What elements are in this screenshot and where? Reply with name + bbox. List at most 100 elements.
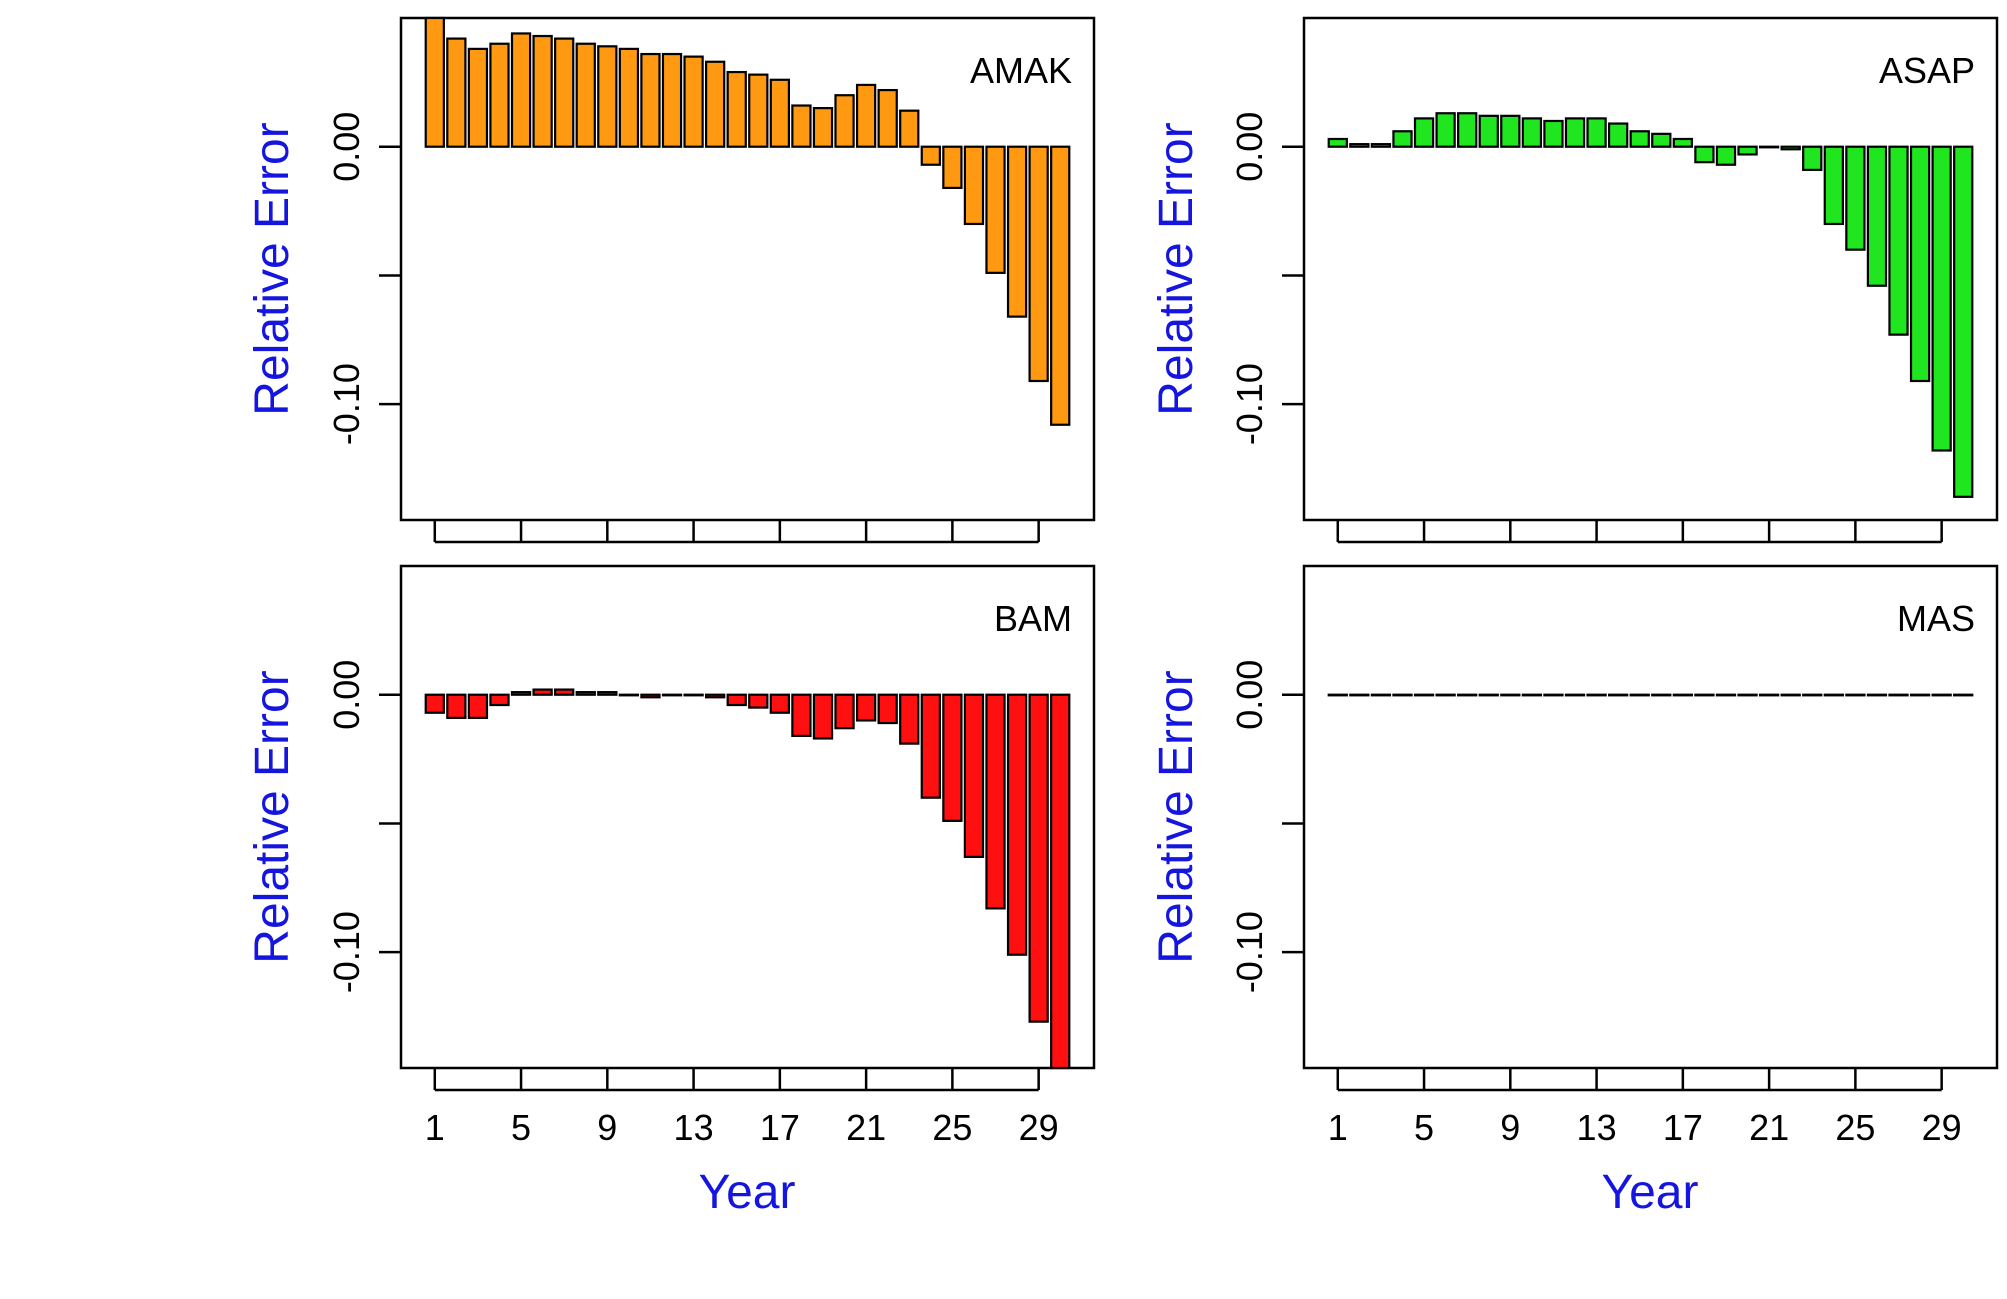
bar-year-9 (597, 691, 618, 696)
bar-year-17 (1672, 693, 1694, 697)
bar-year-26 (1866, 145, 1888, 287)
bar-year-16 (1651, 132, 1672, 148)
bar-year-4 (489, 42, 510, 148)
x-tick-label: 5 (1414, 1107, 1434, 1148)
panel-mas: 0.00 -0.10 1 5 9 13 17 21 25 29 MAS Relative Err… (1150, 564, 1999, 1219)
bar-year-19 (1715, 693, 1737, 697)
bar-year-7 (1457, 693, 1478, 697)
bar-year-4 (1392, 693, 1413, 697)
bar-year-27 (1888, 693, 1909, 697)
x-tick-label: 1 (425, 1107, 445, 1148)
bar-year-2 (446, 693, 467, 719)
bar-year-10 (618, 47, 640, 148)
bar-year-24 (920, 693, 941, 799)
bar-year-15 (1629, 693, 1650, 697)
bar-year-6 (1435, 693, 1456, 697)
bar-year-20 (834, 693, 855, 730)
y-axis-label: Relative Error (246, 670, 299, 963)
bar-year-21 (855, 693, 877, 722)
bar-year-11 (1543, 119, 1564, 148)
bar-year-4 (489, 693, 510, 707)
bar-year-17 (769, 78, 791, 148)
bar-year-22 (877, 88, 898, 148)
bar-year-3 (1370, 693, 1392, 697)
x-axis (433, 520, 1040, 544)
bar-year-13 (683, 55, 704, 148)
bar-year-4 (1392, 130, 1413, 148)
bar-year-10 (618, 693, 640, 697)
x-tick-label: 1 (1328, 1107, 1348, 1148)
bar-year-8 (575, 691, 596, 696)
bar-year-15 (726, 70, 747, 148)
bar-year-26 (963, 145, 985, 226)
bar-year-27 (1888, 145, 1909, 336)
bar-year-7 (1457, 112, 1478, 148)
bar-year-17 (769, 693, 791, 714)
x-tick-label: 13 (674, 1107, 714, 1148)
bar-year-30 (1050, 693, 1071, 1070)
x-tick-label: 17 (760, 1107, 800, 1148)
bar-year-20 (834, 94, 855, 148)
bar-year-23 (1802, 693, 1823, 697)
x-tick-label: 25 (1835, 1107, 1875, 1148)
bar-year-8 (575, 42, 596, 148)
x-tick-label: 29 (1922, 1107, 1962, 1148)
y-tick-label: -0.10 (1229, 911, 1270, 993)
bar-year-30 (1953, 145, 1974, 498)
bar-year-11 (640, 52, 661, 148)
bar-year-24 (1823, 693, 1844, 697)
bar-year-29 (1028, 693, 1049, 1023)
bar-year-26 (1866, 693, 1888, 697)
bar-year-22 (877, 693, 898, 725)
x-axis: 1 5 9 13 17 21 25 29 (425, 1068, 1059, 1148)
bar-year-11 (1543, 693, 1564, 697)
bar-year-28 (1909, 693, 1931, 697)
y-axis: 0.00 -0.10 (326, 112, 401, 445)
bar-year-3 (467, 47, 489, 148)
bar-year-1 (1327, 137, 1348, 148)
bar-year-20 (1737, 145, 1758, 156)
bar-year-10 (1521, 693, 1543, 697)
bar-year-13 (1586, 693, 1607, 697)
bar-year-2 (1349, 693, 1370, 697)
bar-year-21 (1758, 693, 1780, 697)
plot-frame (399, 16, 1096, 522)
bar-year-28 (1909, 145, 1931, 383)
bar-year-8 (1478, 693, 1499, 697)
bar-year-29 (1931, 693, 1952, 697)
bar-year-7 (554, 37, 575, 148)
bar-year-23 (899, 693, 920, 745)
bar-year-6 (532, 688, 553, 696)
bar-year-18 (1694, 145, 1715, 164)
bar-year-1 (424, 16, 445, 148)
panel-label: MAS (1897, 598, 1975, 639)
plot-frame (1302, 564, 1999, 1070)
y-tick-label: 0.00 (326, 112, 367, 182)
bar-year-30 (1050, 145, 1071, 426)
bar-year-14 (1607, 693, 1629, 697)
bar-year-25 (1845, 693, 1866, 697)
y-tick-label: 0.00 (1229, 112, 1270, 182)
bar-year-23 (899, 109, 920, 148)
y-tick-label: 0.00 (1229, 660, 1270, 730)
x-tick-label: 9 (1500, 1107, 1520, 1148)
bar-year-14 (704, 60, 726, 148)
bar-year-26 (963, 693, 985, 858)
x-tick-label: 5 (511, 1107, 531, 1148)
bar-year-22 (1780, 145, 1801, 151)
bar-year-20 (1737, 693, 1758, 697)
y-axis-label: Relative Error (246, 122, 299, 415)
bar-year-28 (1006, 693, 1028, 956)
bar-year-24 (1823, 145, 1844, 226)
bar-year-18 (791, 104, 812, 148)
x-tick-label: 25 (932, 1107, 972, 1148)
bar-year-16 (748, 73, 769, 148)
bar-year-6 (532, 34, 553, 148)
bar-year-13 (683, 693, 704, 697)
y-axis: 0.00 -0.10 (1229, 112, 1304, 445)
bar-year-2 (1349, 143, 1370, 148)
bar-year-5 (1413, 117, 1435, 148)
y-tick-label: -0.10 (1229, 363, 1270, 445)
bar-year-5 (510, 32, 532, 148)
y-axis: 0.00 -0.10 (326, 660, 401, 993)
